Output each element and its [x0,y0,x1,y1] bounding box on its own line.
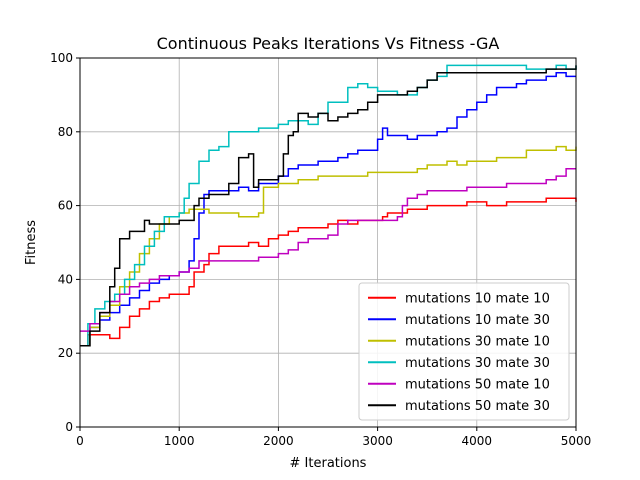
x-tick-label: 0 [76,434,84,448]
legend-label: mutations 10 mate 10 [405,291,550,306]
series-line-6 [80,65,577,347]
y-tick-label: 0 [65,420,73,434]
x-tick-label: 5000 [561,434,592,448]
y-tick-label: 100 [50,51,73,65]
legend-label: mutations 30 mate 10 [405,334,550,349]
axis-ticks: 0 1000 2000 3000 4000 5000 0 20 40 60 80 100 [50,51,591,448]
y-tick-label: 60 [58,199,73,213]
x-tick-label: 4000 [462,434,493,448]
x-axis-title: # Iterations [290,456,367,471]
legend-label: mutations 50 mate 30 [405,399,550,414]
series-line-3 [80,145,577,347]
chart-title: Continuous Peaks Iterations Vs Fitness -… [157,34,500,53]
y-tick-label: 20 [58,346,73,360]
y-tick-label: 40 [58,272,73,286]
plot-frame [79,57,577,428]
series-line-1 [80,197,577,347]
legend-label: mutations 50 mate 10 [405,377,550,392]
y-axis-title: Fitness [24,220,39,265]
series-line-5 [80,167,576,332]
y-tick-label: 80 [58,125,73,139]
series-line-4 [80,64,577,347]
x-tick-label: 1000 [164,434,195,448]
legend: mutations 10 mate 10 mutations 10 mate 30… [358,282,570,421]
legend-box [358,282,570,421]
legend-label: mutations 30 mate 30 [405,356,550,371]
x-tick-label: 3000 [362,434,393,448]
legend-label: mutations 10 mate 30 [405,313,550,328]
x-tick-label: 2000 [263,434,294,448]
series-lines [80,64,577,347]
